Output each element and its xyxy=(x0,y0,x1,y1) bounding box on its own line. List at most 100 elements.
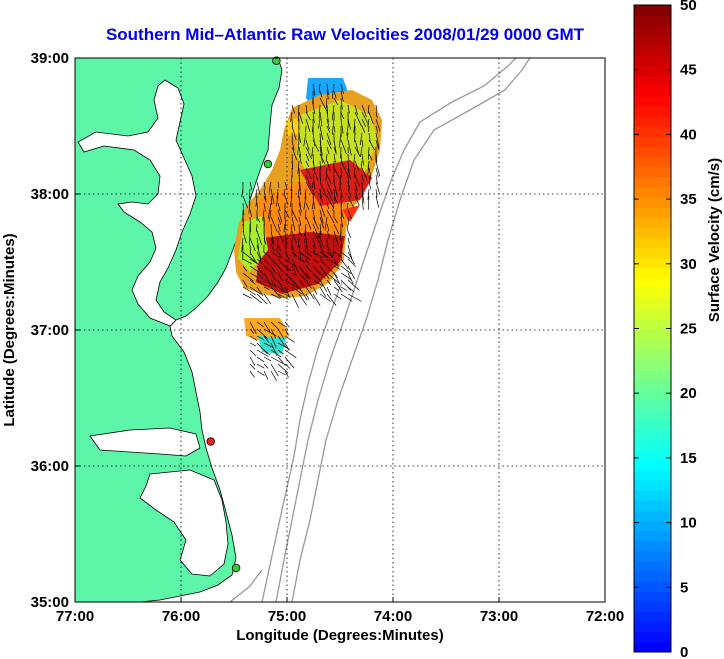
velocity-vector xyxy=(256,244,262,260)
velocity-vector xyxy=(326,244,333,258)
velocity-vector xyxy=(256,363,265,369)
velocity-vector xyxy=(263,293,272,304)
velocity-vector xyxy=(354,160,360,171)
velocity-vector xyxy=(256,237,260,250)
velocity-vector xyxy=(242,265,248,272)
velocity-vector xyxy=(305,237,309,253)
chart-title: Southern Mid–Atlantic Raw Velocities 200… xyxy=(106,25,585,44)
velocity-vector xyxy=(277,258,289,271)
station-markers xyxy=(206,56,281,573)
station-marker xyxy=(206,437,215,446)
velocity-vector xyxy=(361,139,364,147)
colorbar-band xyxy=(634,75,671,87)
velocity-vector xyxy=(263,181,266,189)
velocity-vector xyxy=(256,356,265,363)
velocity-vector xyxy=(361,125,366,133)
velocity-vector xyxy=(263,279,278,288)
velocity-vector xyxy=(326,209,335,224)
velocity-vector xyxy=(319,139,323,156)
velocity-vector xyxy=(249,370,255,378)
velocity-vector xyxy=(347,265,356,280)
velocity-vector xyxy=(284,237,288,244)
velocity-vector xyxy=(297,160,300,175)
colorbar-band xyxy=(634,470,671,481)
velocity-vector xyxy=(347,279,360,291)
velocity-vector xyxy=(270,293,281,299)
velocity-vector xyxy=(333,188,336,203)
colorbar-band xyxy=(634,540,671,552)
velocity-vector xyxy=(256,216,261,223)
velocity-vector xyxy=(368,146,370,160)
velocity-vector xyxy=(347,286,355,293)
velocity-vector xyxy=(262,209,265,221)
velocity-vector xyxy=(270,328,277,339)
velocity-vector xyxy=(249,279,256,285)
velocity-vector xyxy=(333,223,340,235)
velocity-vector xyxy=(249,258,259,265)
velocity-vector xyxy=(303,132,307,147)
velocity-vector xyxy=(291,160,293,168)
velocity-vector xyxy=(263,202,266,212)
velocity-vector xyxy=(256,293,268,305)
colorbar-band xyxy=(634,45,671,57)
velocity-vector xyxy=(340,167,342,178)
velocity-vectors xyxy=(241,83,381,381)
velocity-vector xyxy=(242,251,256,262)
velocity-vector xyxy=(312,174,316,190)
velocity-vector xyxy=(277,370,287,376)
velocity-vector xyxy=(284,251,290,260)
velocity-vector xyxy=(319,153,326,165)
velocity-vector xyxy=(298,293,307,306)
velocity-vector xyxy=(256,181,261,195)
velocity-vector xyxy=(305,293,310,300)
velocity-vector xyxy=(249,181,253,191)
velocity-vector xyxy=(263,342,274,349)
velocity-vector xyxy=(305,104,308,114)
velocity-vector xyxy=(277,293,289,300)
velocity-vector xyxy=(319,146,323,163)
velocity-vector xyxy=(263,188,267,201)
colorbar-band xyxy=(634,267,671,279)
velocity-vector xyxy=(276,237,279,253)
colorbar-band xyxy=(634,409,671,420)
velocity-vector xyxy=(305,118,311,132)
velocity-vector xyxy=(340,279,352,291)
velocity-vector xyxy=(263,265,274,274)
pamlico-sound xyxy=(139,469,229,577)
x-tick-label: 73:00 xyxy=(480,608,518,625)
velocity-vector xyxy=(284,195,289,205)
velocity-vector xyxy=(305,286,315,300)
x-tick-label: 76:00 xyxy=(162,608,200,625)
velocity-vector xyxy=(249,342,257,347)
velocity-vector xyxy=(249,356,256,366)
colorbar-band xyxy=(634,601,671,613)
velocity-vector xyxy=(361,104,367,117)
velocity-vector xyxy=(361,111,369,126)
velocity-vector xyxy=(354,146,361,157)
velocity-vector xyxy=(289,195,293,207)
velocity-vector xyxy=(326,279,332,286)
velocity-vector xyxy=(256,370,265,376)
velocity-vector xyxy=(361,195,364,210)
colorbar-band xyxy=(634,95,671,107)
velocity-vector xyxy=(291,146,298,161)
velocity-vector xyxy=(263,251,272,259)
colorbar-band xyxy=(634,490,671,501)
velocity-vector xyxy=(256,223,258,232)
velocity-vector xyxy=(354,174,361,187)
velocity-vector xyxy=(312,83,316,96)
velocity-vector xyxy=(340,251,351,260)
x-tick-label: 75:00 xyxy=(268,608,306,625)
velocity-vector xyxy=(305,216,312,230)
velocity-vector xyxy=(241,237,244,253)
colorbar-gradient xyxy=(634,5,671,653)
velocity-vector xyxy=(340,83,344,94)
velocity-vector xyxy=(270,258,279,267)
velocity-vector xyxy=(311,125,314,133)
velocity-vector xyxy=(319,272,326,279)
velocity-vector xyxy=(326,174,332,184)
colorbar: 0 5 10 15 20 25 30 35 40 45 50 Surface Velocity (c… xyxy=(633,0,723,659)
velocity-vector xyxy=(368,153,373,161)
station-marker xyxy=(263,159,273,169)
colorbar-band xyxy=(634,237,671,249)
